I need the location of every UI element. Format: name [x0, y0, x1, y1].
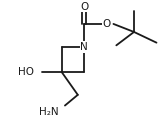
- Text: H₂N: H₂N: [39, 107, 58, 117]
- Text: O: O: [103, 19, 111, 29]
- Text: N: N: [80, 42, 88, 52]
- Text: HO: HO: [18, 67, 34, 77]
- Text: O: O: [80, 2, 88, 12]
